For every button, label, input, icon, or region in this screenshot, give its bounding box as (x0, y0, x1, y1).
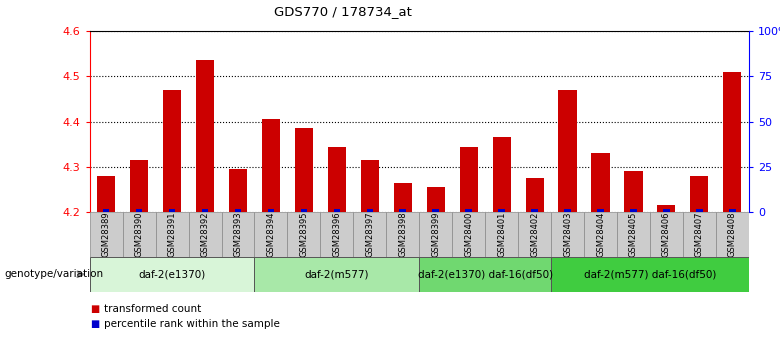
Bar (394, 183, 412, 212)
Bar (625, 171, 643, 212)
Bar (254, 257, 420, 292)
Bar (295, 128, 313, 212)
Text: GSM28389: GSM28389 (101, 212, 111, 257)
Bar (663, 208, 670, 212)
Bar (564, 208, 571, 212)
Bar (650, 212, 683, 257)
Bar (498, 208, 505, 212)
Bar (584, 212, 617, 257)
Text: GSM28395: GSM28395 (300, 212, 308, 257)
Text: daf-2(m577): daf-2(m577) (305, 269, 369, 279)
Text: GSM28399: GSM28399 (431, 212, 440, 257)
Bar (723, 72, 741, 212)
Bar (300, 208, 307, 212)
Bar (558, 90, 576, 212)
Bar (98, 176, 115, 212)
Bar (716, 212, 749, 257)
Bar (122, 212, 156, 257)
Text: GSM28402: GSM28402 (530, 212, 539, 257)
Text: GSM28403: GSM28403 (563, 212, 572, 257)
Text: GSM28396: GSM28396 (332, 212, 342, 257)
Text: transformed count: transformed count (104, 304, 201, 314)
Text: GSM28390: GSM28390 (135, 212, 144, 257)
Bar (235, 208, 241, 212)
Text: daf-2(m577) daf-16(df50): daf-2(m577) daf-16(df50) (583, 269, 716, 279)
Bar (630, 208, 636, 212)
Bar (367, 208, 373, 212)
Text: ■: ■ (90, 319, 99, 329)
Bar (386, 212, 420, 257)
Bar (452, 212, 485, 257)
Bar (551, 212, 584, 257)
Bar (420, 257, 551, 292)
Bar (287, 212, 321, 257)
Text: daf-2(e1370): daf-2(e1370) (139, 269, 206, 279)
Text: GSM28404: GSM28404 (596, 212, 605, 257)
Text: GSM28398: GSM28398 (399, 212, 407, 257)
Bar (103, 208, 109, 212)
Bar (617, 212, 650, 257)
Bar (334, 208, 340, 212)
Bar (432, 208, 439, 212)
Bar (683, 212, 716, 257)
Bar (518, 212, 551, 257)
Bar (459, 147, 477, 212)
Text: GSM28391: GSM28391 (168, 212, 176, 257)
Text: GSM28400: GSM28400 (464, 212, 473, 257)
Text: GSM28406: GSM28406 (662, 212, 671, 257)
Bar (262, 119, 280, 212)
Bar (658, 205, 675, 212)
Text: percentile rank within the sample: percentile rank within the sample (104, 319, 279, 329)
Bar (696, 208, 703, 212)
Bar (466, 208, 472, 212)
Bar (156, 212, 189, 257)
Bar (531, 208, 538, 212)
Bar (353, 212, 386, 257)
Bar (361, 160, 379, 212)
Bar (168, 208, 176, 212)
Text: GSM28407: GSM28407 (695, 212, 704, 257)
Text: GSM28401: GSM28401 (497, 212, 506, 257)
Bar (591, 153, 609, 212)
Bar (163, 90, 181, 212)
Bar (328, 147, 346, 212)
Bar (202, 208, 208, 212)
Bar (268, 208, 275, 212)
Bar (597, 208, 604, 212)
Bar (229, 169, 247, 212)
Text: GSM28397: GSM28397 (365, 212, 374, 257)
Text: GSM28392: GSM28392 (200, 212, 210, 257)
Bar (485, 212, 518, 257)
Bar (130, 160, 148, 212)
Text: GSM28408: GSM28408 (728, 212, 737, 257)
Bar (90, 212, 122, 257)
Bar (222, 212, 254, 257)
Text: daf-2(e1370) daf-16(df50): daf-2(e1370) daf-16(df50) (417, 269, 553, 279)
Bar (189, 212, 222, 257)
Bar (196, 60, 214, 212)
Bar (254, 212, 287, 257)
Bar (399, 208, 406, 212)
Bar (493, 137, 511, 212)
Bar (526, 178, 544, 212)
Bar (690, 176, 708, 212)
Bar (90, 257, 254, 292)
Bar (420, 212, 452, 257)
Bar (321, 212, 353, 257)
Text: genotype/variation: genotype/variation (4, 269, 103, 279)
Text: GSM28394: GSM28394 (267, 212, 275, 257)
Text: GSM28393: GSM28393 (233, 212, 243, 257)
Bar (551, 257, 749, 292)
Text: GSM28405: GSM28405 (629, 212, 638, 257)
Bar (729, 208, 736, 212)
Text: GDS770 / 178734_at: GDS770 / 178734_at (275, 5, 412, 18)
Bar (427, 187, 445, 212)
Text: ■: ■ (90, 304, 99, 314)
Bar (136, 208, 143, 212)
